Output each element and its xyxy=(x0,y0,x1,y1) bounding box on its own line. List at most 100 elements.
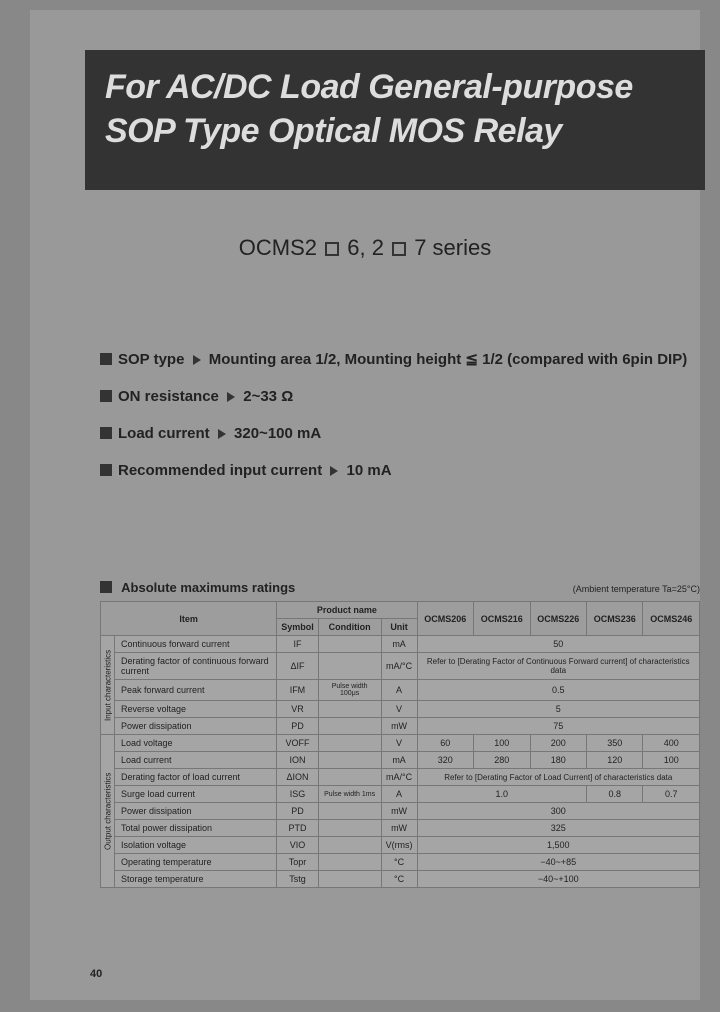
cell-value-note: Refer to [Derating Factor of Continuous … xyxy=(417,653,699,680)
cell-unit: V xyxy=(381,735,417,752)
arrow-icon xyxy=(193,355,201,365)
table-title: Absolute maximums ratings xyxy=(100,580,295,595)
cell-unit: °C xyxy=(381,854,417,871)
cell-unit: mA xyxy=(381,752,417,769)
cell-symbol: VR xyxy=(277,701,319,718)
cell-value: 0.8 xyxy=(586,786,642,803)
feature-desc: 320~100 mA xyxy=(234,425,321,442)
cell-condition xyxy=(318,752,381,769)
placeholder-box-icon xyxy=(325,242,339,256)
placeholder-box-icon xyxy=(392,242,406,256)
cell-item: Peak forward current xyxy=(115,680,277,701)
square-bullet-icon xyxy=(100,464,112,476)
cell-value-note: Refer to [Derating Factor of Load Curren… xyxy=(417,769,699,786)
th-model: OCMS246 xyxy=(643,602,700,636)
th-symbol: Symbol xyxy=(277,619,319,636)
square-bullet-icon xyxy=(100,353,112,365)
table-condition-note: (Ambient temperature Ta=25°C) xyxy=(573,584,700,594)
cell-symbol: ISG xyxy=(277,786,319,803)
feature-item: Load current 320~100 mA xyxy=(100,425,700,442)
feature-item: ON resistance 2~33 Ω xyxy=(100,388,700,405)
th-item: Item xyxy=(101,602,277,636)
cell-item: Continuous forward current xyxy=(115,636,277,653)
cell-unit: mW xyxy=(381,820,417,837)
table-row: Operating temperatureTopr°C−40~+85 xyxy=(101,854,700,871)
cell-value: 100 xyxy=(643,752,700,769)
series-line: OCMS2 6, 2 7 series xyxy=(30,235,700,261)
cell-value: 120 xyxy=(586,752,642,769)
feature-item: Recommended input current 10 mA xyxy=(100,462,700,479)
cell-unit: A xyxy=(381,680,417,701)
cell-value: 350 xyxy=(586,735,642,752)
table-row: Input characteristicsContinuous forward … xyxy=(101,636,700,653)
square-bullet-icon xyxy=(100,581,112,593)
th-model: OCMS226 xyxy=(530,602,586,636)
feature-desc: Mounting area 1/2, Mounting height ≦ 1/2… xyxy=(209,351,687,368)
table-row: Reverse voltageVRV5 xyxy=(101,701,700,718)
feature-item: SOP type Mounting area 1/2, Mounting hei… xyxy=(100,350,700,368)
cell-value: −40~+85 xyxy=(417,854,699,871)
cell-condition xyxy=(318,718,381,735)
cell-unit: A xyxy=(381,786,417,803)
ratings-table-section: Absolute maximums ratings (Ambient tempe… xyxy=(100,580,700,888)
cell-item: Load voltage xyxy=(115,735,277,752)
cell-unit: V xyxy=(381,701,417,718)
cell-value: 280 xyxy=(474,752,530,769)
cell-unit: mA/°C xyxy=(381,653,417,680)
cell-unit: V(rms) xyxy=(381,837,417,854)
cell-symbol: IF xyxy=(277,636,319,653)
cell-unit: mA xyxy=(381,636,417,653)
table-row: Isolation voltageVIO V(rms)1,500 xyxy=(101,837,700,854)
cell-unit: mW xyxy=(381,803,417,820)
cell-unit: mA/°C xyxy=(381,769,417,786)
table-row: Power dissipationPDmW300 xyxy=(101,803,700,820)
cell-unit: °C xyxy=(381,871,417,888)
th-condition: Condition xyxy=(318,619,381,636)
cell-condition xyxy=(318,653,381,680)
cell-value: 200 xyxy=(530,735,586,752)
table-row: Surge load currentISGPulse width 1msA1.0… xyxy=(101,786,700,803)
cell-item: Derating factor of load current xyxy=(115,769,277,786)
arrow-icon xyxy=(218,429,226,439)
feature-desc: 2~33 Ω xyxy=(243,388,293,405)
cell-item: Power dissipation xyxy=(115,718,277,735)
table-row: Derating factor of load currentΔIONmA/°C… xyxy=(101,769,700,786)
cell-condition xyxy=(318,820,381,837)
table-row: Output characteristicsLoad voltageVOFFV6… xyxy=(101,735,700,752)
title-line-1: For AC/DC Load General-purpose xyxy=(105,65,685,109)
cell-value: 325 xyxy=(417,820,699,837)
cell-value: 0.5 xyxy=(417,680,699,701)
cell-symbol: VIO xyxy=(277,837,319,854)
title-banner: For AC/DC Load General-purpose SOP Type … xyxy=(85,50,705,190)
feature-desc: 10 mA xyxy=(347,462,392,479)
feature-label: Recommended input current xyxy=(118,462,322,479)
feature-label: ON resistance xyxy=(118,388,219,405)
cell-symbol: PD xyxy=(277,718,319,735)
cell-item: Storage temperature xyxy=(115,871,277,888)
cell-condition xyxy=(318,735,381,752)
page-number: 40 xyxy=(90,968,102,980)
cell-value: 1,500 xyxy=(417,837,699,854)
feature-label: Load current xyxy=(118,425,210,442)
cell-item: Isolation voltage xyxy=(115,837,277,854)
th-model: OCMS206 xyxy=(417,602,473,636)
cell-symbol: Tstg xyxy=(277,871,319,888)
cell-symbol: VOFF xyxy=(277,735,319,752)
cell-condition xyxy=(318,636,381,653)
cell-condition xyxy=(318,803,381,820)
square-bullet-icon xyxy=(100,390,112,402)
cell-value: 5 xyxy=(417,701,699,718)
group-label: Input characteristics xyxy=(101,636,115,735)
cell-item: Derating factor of continuous forward cu… xyxy=(115,653,277,680)
cell-condition: Pulse width 1ms xyxy=(318,786,381,803)
features-list: SOP type Mounting area 1/2, Mounting hei… xyxy=(100,350,700,499)
series-suffix: 7 series xyxy=(414,235,491,260)
cell-value: 180 xyxy=(530,752,586,769)
arrow-icon xyxy=(330,466,338,476)
cell-condition xyxy=(318,871,381,888)
table-row: Load currentIONmA320280180120100 xyxy=(101,752,700,769)
table-row: Total power dissipationPTDmW325 xyxy=(101,820,700,837)
th-model: OCMS216 xyxy=(474,602,530,636)
cell-item: Operating temperature xyxy=(115,854,277,871)
cell-value: 50 xyxy=(417,636,699,653)
